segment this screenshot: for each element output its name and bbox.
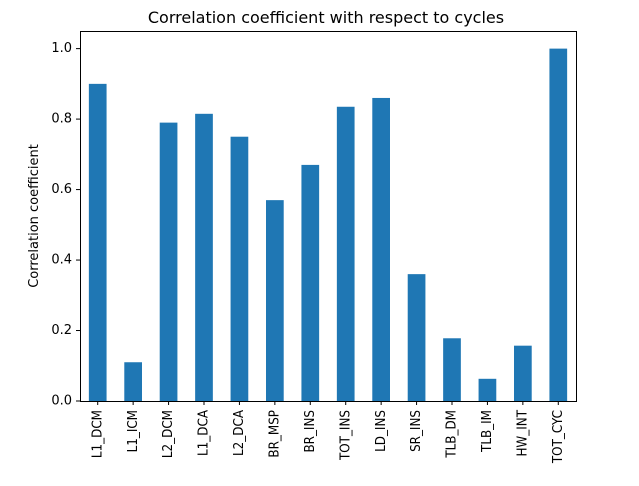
bar-sr-ins — [407, 274, 426, 401]
y-axis: 0.0 0.2 0.4 0.6 0.8 1.0 — [51, 41, 80, 409]
bar-l1-dca — [195, 113, 213, 401]
x-tick-label: BR_MSP — [266, 410, 282, 458]
x-tick-label: L1_ICM — [124, 410, 140, 452]
bar-br-ins — [301, 164, 320, 401]
bar-l2-dca — [230, 136, 249, 401]
bar-ld-ins — [372, 97, 390, 401]
x-tick-label: TOT_INS — [337, 410, 353, 461]
y-tick-label: 0.8 — [51, 112, 72, 127]
bar-tot-cyc — [549, 48, 568, 402]
x-tick-label: L1_DCM — [89, 410, 105, 458]
x-tick-label: HW_INT — [514, 410, 530, 457]
x-tick-label: TLB_DM — [443, 410, 459, 459]
x-tick-label: SR_INS — [408, 410, 424, 452]
bar-l2-dcm — [159, 122, 178, 402]
bar-tlb-dm — [443, 338, 461, 401]
x-tick-label: L2_DCA — [231, 410, 247, 456]
x-tick-label: LD_INS — [372, 410, 388, 452]
plot-frame — [80, 31, 577, 402]
bar-l1-dcm — [88, 83, 107, 402]
bar-l1-icm — [124, 362, 142, 401]
x-tick-label: TLB_IM — [479, 410, 495, 453]
y-tick-label: 0.2 — [51, 323, 72, 338]
y-tick-label: 1.0 — [51, 41, 72, 56]
y-axis-label: Correlation coefficient — [27, 144, 42, 288]
x-axis: L1_DCM L1_ICM L2_DCM L1_DCA L2_DCA BR_MSP BR_I… — [89, 401, 565, 464]
x-tick-label: L2_DCM — [160, 410, 176, 458]
bar-br-msp — [266, 200, 284, 401]
x-tick-label: BR_INS — [301, 410, 317, 453]
x-tick-label: TOT_CYC — [549, 410, 565, 464]
x-tick-label: L1_DCA — [195, 410, 211, 456]
bar-tot-ins — [336, 106, 355, 401]
chart-title: Correlation coefficient with respect to … — [148, 8, 504, 27]
y-tick-label: 0.6 — [51, 182, 72, 197]
y-tick-label: 0.4 — [51, 253, 72, 268]
bar-tlb-im — [478, 378, 497, 401]
bars-layer — [88, 48, 568, 402]
bar-hw-int — [514, 345, 532, 401]
y-tick-label: 0.0 — [51, 394, 72, 409]
